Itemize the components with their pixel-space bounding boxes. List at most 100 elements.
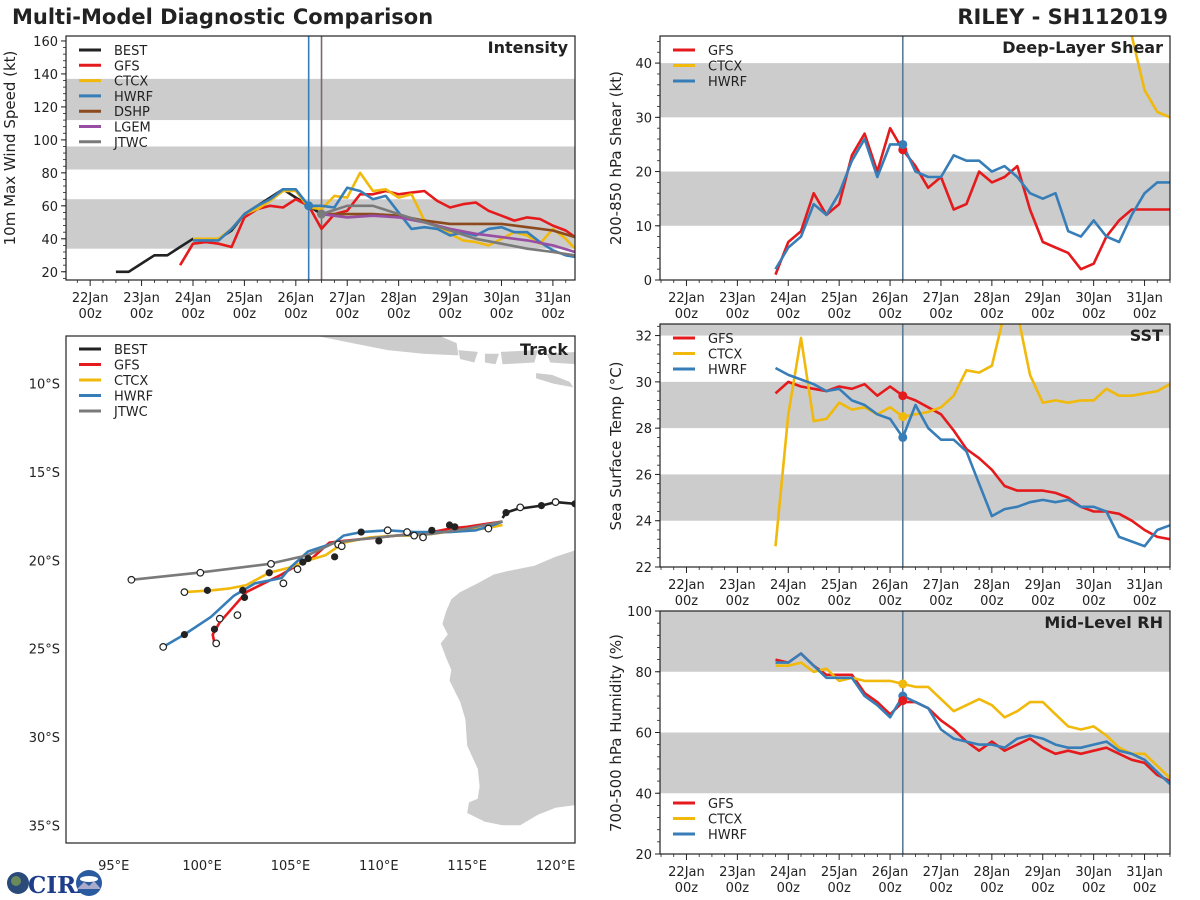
intensity-ytick-label: 20: [41, 266, 58, 281]
intensity-xtick-label: 24Jan: [175, 291, 212, 306]
intensity-xtick-label: 00z: [284, 307, 308, 322]
shear-xtick-label: 23Jan: [719, 291, 756, 306]
shear-xtick-label: 00z: [827, 307, 851, 322]
sst-xtick-label: 28Jan: [974, 578, 1011, 593]
track-point-filled: [571, 500, 575, 508]
track-point-filled: [357, 528, 365, 536]
shear-panel: 200-850 hPa Shear (kt) 01020304022Jan00z…: [607, 35, 1171, 322]
track-point-filled: [239, 586, 247, 594]
intensity-frame: [65, 35, 576, 281]
track-panel: 10°S 15°S 20°S 25°S 30°S 35°S 95°E 100°E 105°E 11…: [29, 335, 576, 874]
sst-xtick-label: 27Jan: [923, 578, 960, 593]
track-lat-label: 30°S: [29, 731, 60, 746]
shear-ytick-label: 0: [644, 274, 652, 289]
intensity-marker-jtwc: [317, 209, 327, 219]
rh-xtick-label: 00z: [827, 881, 851, 896]
track-legend-label-jtwc: JTWC: [113, 405, 148, 420]
rh-ytick-label: 80: [635, 666, 652, 681]
sst-ytick-label: 22: [635, 561, 652, 576]
track-lon-label: 105°E: [271, 859, 311, 874]
cloud-icon: [80, 876, 98, 882]
rh-xtick-label: 00z: [675, 881, 699, 896]
track-legend-label-best: BEST: [114, 343, 147, 358]
intensity-legend-label-gfs: GFS: [114, 59, 140, 74]
track-lon-label: 115°E: [447, 859, 487, 874]
shear-xtick-label: 28Jan: [974, 291, 1011, 306]
shear-frame: [659, 35, 1171, 281]
sst-title: SST: [1130, 326, 1163, 345]
intensity-xtick-label: 00z: [541, 307, 565, 322]
intensity-xtick-label: 00z: [181, 307, 205, 322]
shear-legend-label-hwrf: HWRF: [708, 75, 747, 90]
sst-series-ctcx: [774, 324, 1170, 547]
shear-xtick-label: 29Jan: [1024, 291, 1061, 306]
intensity-series-jtwc: [321, 204, 575, 257]
shear-xtick-label: 00z: [777, 307, 801, 322]
rh-legend-label-gfs: GFS: [708, 797, 734, 812]
rh-xtick-label: 00z: [1082, 881, 1106, 896]
sst-xtick-label: 31Jan: [1126, 578, 1163, 593]
sst-xtick-label: 00z: [675, 594, 699, 609]
track-point-open: [159, 643, 168, 651]
sst-xtick-label: 00z: [827, 594, 851, 609]
sst-xtick-label: 00z: [1133, 594, 1157, 609]
intensity-legend-label-ctcx: CTCX: [114, 75, 148, 90]
track-point-filled: [240, 593, 249, 602]
sst-xtick-label: 23Jan: [719, 578, 756, 593]
rh-xtick-label: 24Jan: [770, 865, 807, 880]
sst-xtick-label: 00z: [878, 594, 902, 609]
australia-landmass: [440, 550, 575, 826]
intensity-xtick-label: 22Jan: [72, 291, 109, 306]
java-island: [317, 336, 459, 356]
globe-land-icon: [11, 876, 21, 886]
intensity-legend-label-jtwc: JTWC: [113, 136, 148, 151]
sst-ytick-label: 30: [635, 376, 652, 391]
shear-xtick-label: 00z: [1031, 307, 1055, 322]
track-point-filled: [502, 509, 510, 517]
sst-series-hwrf: [774, 366, 1170, 548]
rh-legend-label-ctcx: CTCX: [708, 813, 742, 828]
intensity-xtick-label: 26Jan: [278, 291, 315, 306]
track-point-filled: [304, 554, 312, 563]
track-point-filled: [451, 523, 459, 531]
rh-band: [660, 732, 1170, 794]
intensity-xtick-label: 00z: [438, 307, 462, 322]
track-point-filled: [203, 586, 211, 594]
sst-xtick-label: 26Jan: [872, 578, 909, 593]
track-point-open: [212, 639, 221, 648]
rh-panel: 700-500 hPa Humidity (%) 20 40 60 80 100 22Ja…: [607, 605, 1171, 896]
mountain-icon: [77, 881, 101, 889]
shear-legend-label-ctcx: CTCX: [708, 60, 742, 75]
track-point-filled: [210, 625, 219, 633]
rh-plot-area: [660, 611, 1170, 854]
shear-xtick-label: 00z: [929, 307, 953, 322]
track-lat-label: 20°S: [29, 554, 60, 569]
rh-xtick-label: 29Jan: [1024, 865, 1061, 880]
track-lat-label: 15°S: [29, 466, 60, 481]
sst-ytick-label: 28: [635, 422, 652, 437]
track-lon-label: 95°E: [98, 859, 129, 874]
shear-xtick-label: 27Jan: [923, 291, 960, 306]
sst-xtick-label: 30Jan: [1075, 578, 1112, 593]
sst-xtick-label: 00z: [777, 594, 801, 609]
sst-panel: Sea Surface Temp (°C) 22242628303222Jan0…: [607, 323, 1171, 609]
intensity-ytick-label: 80: [41, 167, 58, 182]
island: [546, 352, 575, 365]
rh-xtick-label: 00z: [726, 881, 750, 896]
intensity-xtick-label: 27Jan: [329, 291, 366, 306]
sst-marker-gfs: [898, 391, 908, 401]
sst-plot-area: [660, 324, 1170, 567]
rh-xtick-label: 28Jan: [974, 865, 1011, 880]
intensity-xtick-label: 25Jan: [226, 291, 263, 306]
rh-xtick-label: 30Jan: [1075, 865, 1112, 880]
shear-plot-area: [660, 36, 1170, 280]
shear-ylabel: 200-850 hPa Shear (kt): [607, 71, 625, 245]
intensity-xtick-label: 00z: [233, 307, 257, 322]
shear-ytick-label: 40: [635, 57, 652, 72]
track-point-open: [484, 524, 493, 533]
rh-xtick-label: 27Jan: [923, 865, 960, 880]
track-legend-label-ctcx: CTCX: [114, 374, 148, 389]
intensity-ytick-label: 40: [41, 233, 58, 248]
rh-ylabel: 700-500 hPa Humidity (%): [607, 634, 625, 832]
island: [536, 373, 574, 388]
